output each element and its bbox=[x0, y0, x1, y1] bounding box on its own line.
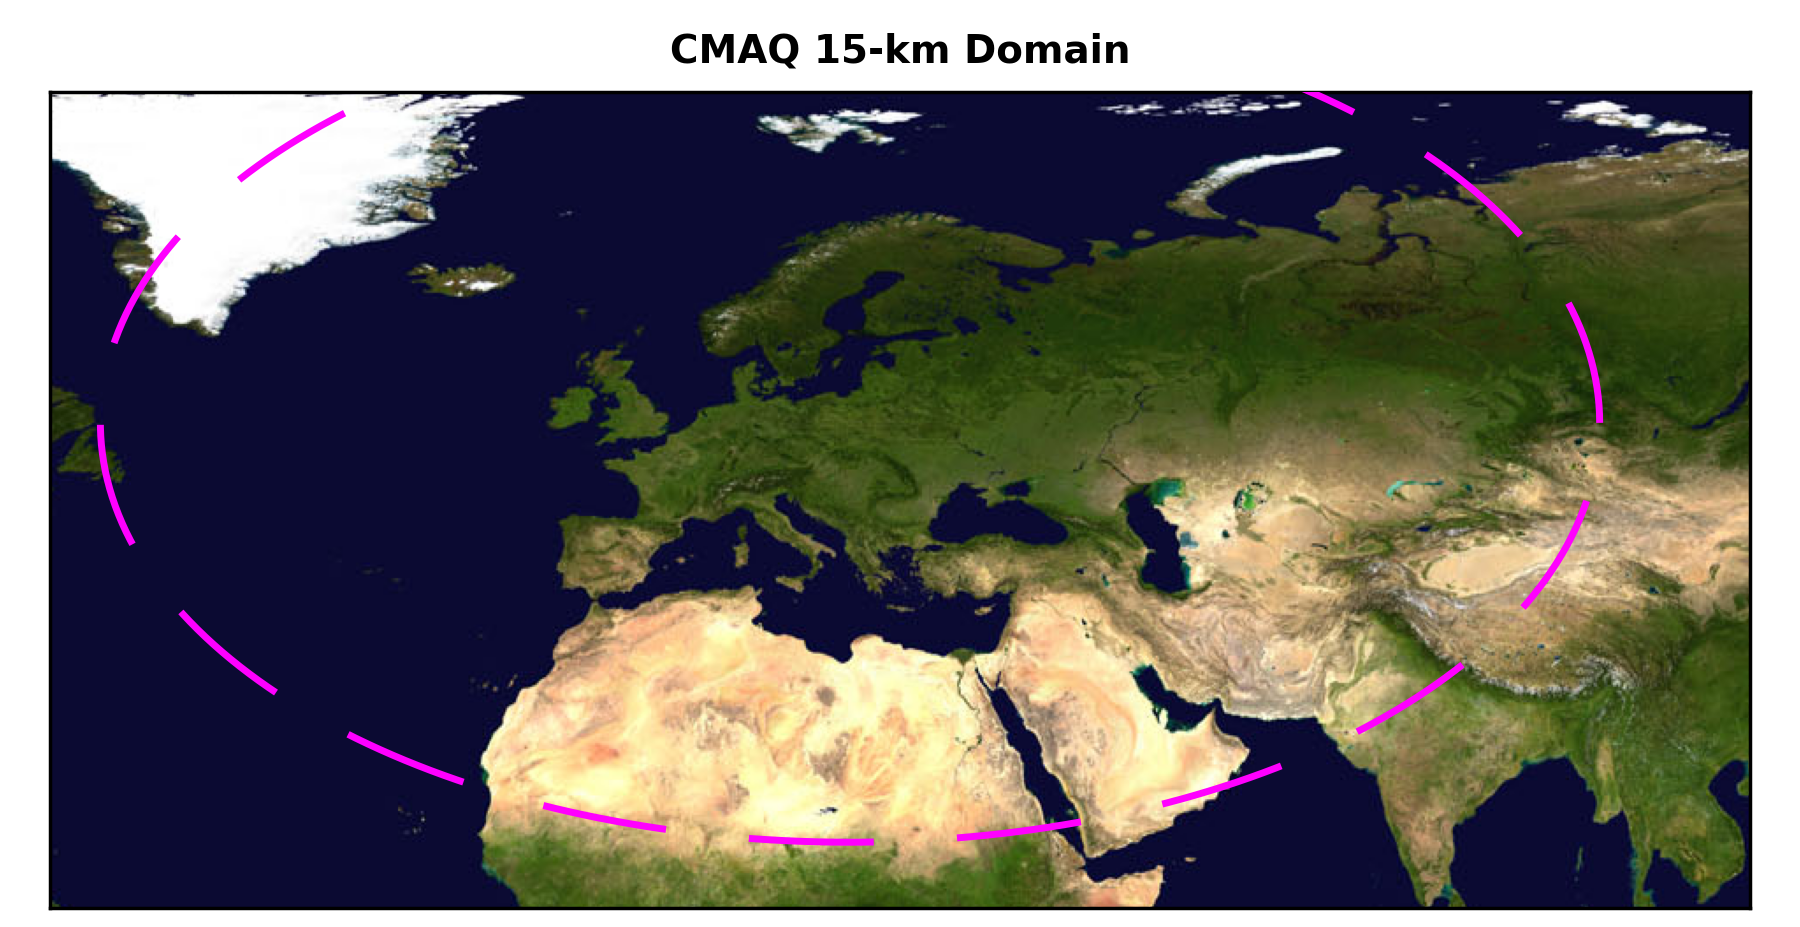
Text: CMAQ 15-km Domain: CMAQ 15-km Domain bbox=[670, 32, 1130, 70]
